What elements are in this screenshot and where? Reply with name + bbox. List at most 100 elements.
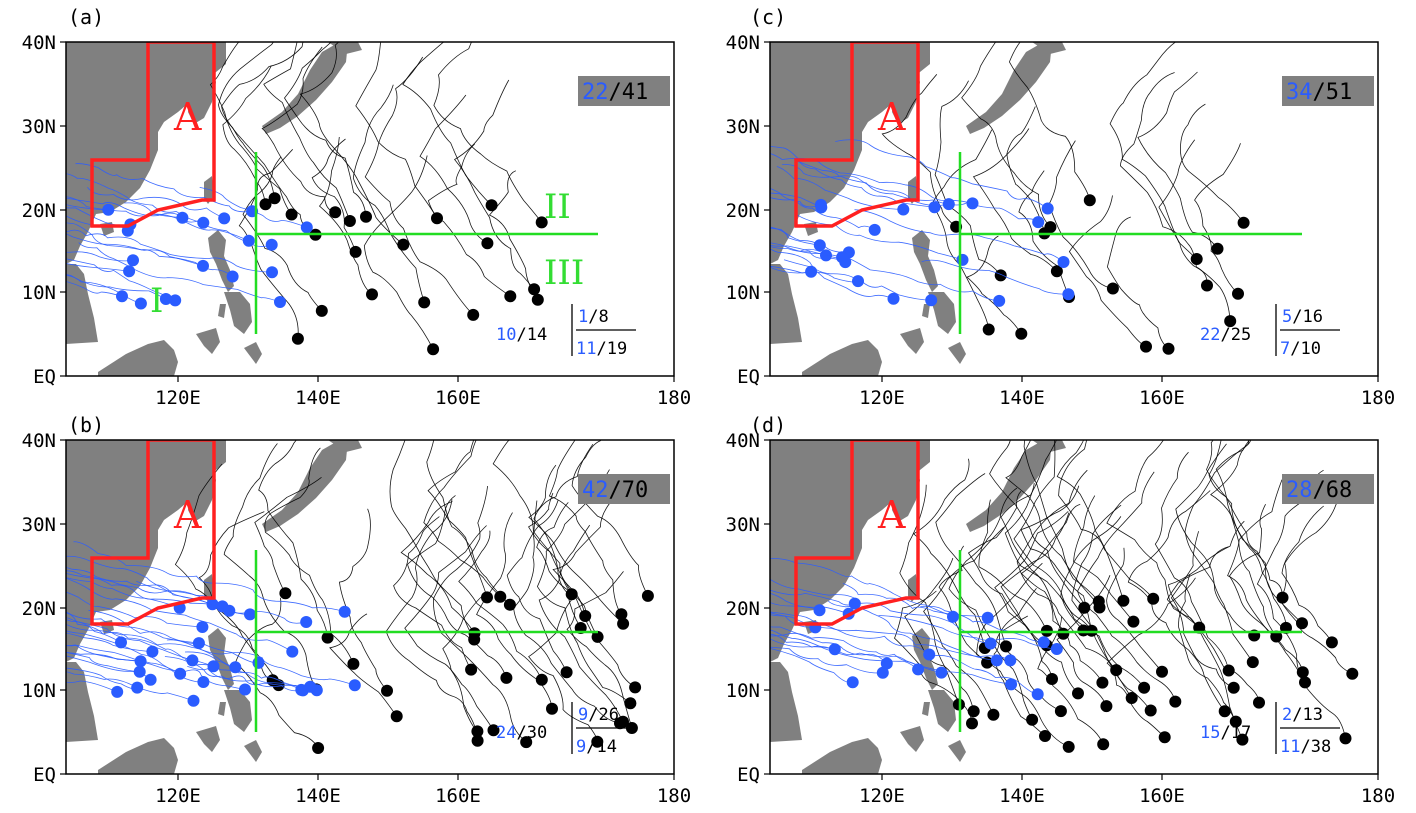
black-genesis-dot xyxy=(494,590,507,603)
blue-genesis-dot xyxy=(146,645,159,658)
black-track xyxy=(552,497,636,688)
black-track xyxy=(311,138,356,253)
blue-track xyxy=(66,222,204,267)
blue-track xyxy=(199,187,307,228)
blue-track xyxy=(770,245,827,256)
black-track xyxy=(1106,547,1163,673)
ratio-bottom-black: /38 xyxy=(1300,737,1331,757)
blue-genesis-dot xyxy=(197,259,209,272)
black-genesis-dot xyxy=(1015,327,1028,340)
blue-genesis-dot xyxy=(852,275,864,288)
black-genesis-dot xyxy=(624,697,637,710)
black-track xyxy=(393,516,472,670)
panel-label: (a) xyxy=(68,5,104,29)
black-genesis-dot xyxy=(471,725,484,738)
blue-track xyxy=(66,591,203,628)
black-genesis-dot xyxy=(1346,667,1359,680)
blue-track xyxy=(66,577,293,652)
black-genesis-dot xyxy=(279,587,292,600)
blue-genesis-dot xyxy=(956,253,969,266)
blue-genesis-dot xyxy=(174,667,187,680)
black-track xyxy=(923,527,1005,715)
black-genesis-dot xyxy=(321,631,334,644)
black-track xyxy=(1068,195,1147,347)
black-genesis-dot xyxy=(617,715,629,728)
black-genesis-dot xyxy=(347,657,360,670)
black-track xyxy=(400,501,475,634)
black-genesis-dot xyxy=(431,212,443,225)
black-track xyxy=(1077,471,1176,702)
black-track xyxy=(476,512,553,709)
blue-genesis-dot xyxy=(169,294,182,307)
black-track xyxy=(419,94,488,244)
black-genesis-dot xyxy=(1276,591,1289,604)
black-genesis-dot xyxy=(418,296,431,309)
black-track xyxy=(404,525,494,731)
black-track xyxy=(1004,482,1084,631)
blue-track xyxy=(770,633,1012,685)
blue-genesis-dot xyxy=(1037,636,1050,649)
lat-tick-label: 40N xyxy=(726,430,760,452)
black-track xyxy=(566,571,633,729)
count-badge-text: 28/68 xyxy=(1286,478,1352,503)
blue-track xyxy=(66,651,140,673)
black-track xyxy=(1058,440,1154,599)
black-track xyxy=(1109,42,1197,260)
black-genesis-dot xyxy=(1296,617,1308,630)
count-sep: / xyxy=(609,478,622,503)
blue-genesis-dot xyxy=(813,604,826,617)
blue-genesis-dot xyxy=(116,290,128,303)
black-genesis-dot xyxy=(1211,242,1224,255)
blue-track xyxy=(66,258,176,301)
black-track xyxy=(488,170,539,300)
black-genesis-dot xyxy=(465,663,478,676)
ratio-bottom-blue: 11 xyxy=(576,339,596,359)
blue-genesis-dot xyxy=(897,203,910,216)
blue-track xyxy=(66,644,181,675)
black-track xyxy=(433,485,527,743)
blue-track xyxy=(770,589,855,606)
lon-tick-label: 120E xyxy=(859,387,905,409)
blue-track xyxy=(770,602,820,611)
black-track xyxy=(264,447,354,665)
region-a-box xyxy=(794,440,920,626)
count-black: 70 xyxy=(622,478,649,503)
black-genesis-dot xyxy=(1144,704,1157,717)
blue-track xyxy=(66,204,109,211)
black-track xyxy=(1106,216,1169,350)
ratio-top: 2/13 xyxy=(1282,705,1323,725)
black-track xyxy=(1005,440,1100,608)
black-genesis-dot xyxy=(520,736,533,749)
panel-label: (b) xyxy=(68,413,104,437)
lon-tick-label: 180 xyxy=(1361,387,1395,409)
black-track xyxy=(513,500,621,724)
black-track xyxy=(1178,573,1237,722)
black-genesis-dot xyxy=(1125,692,1138,704)
lon-tick-label: 160E xyxy=(1139,387,1185,409)
blue-track xyxy=(770,226,849,253)
blue-track xyxy=(66,652,246,690)
black-genesis-dot xyxy=(1227,681,1240,694)
black-genesis-dot xyxy=(1117,594,1130,607)
ratio-left-blue: 10 xyxy=(496,325,516,345)
lon-tick-label: 120E xyxy=(859,785,905,807)
black-genesis-dot xyxy=(1201,279,1213,292)
region-numeral: II xyxy=(544,187,571,227)
lat-tick-label: 30N xyxy=(726,514,760,536)
blue-track xyxy=(66,632,153,652)
black-genesis-dot xyxy=(285,208,298,221)
lon-tick-label: 160E xyxy=(435,785,481,807)
black-track xyxy=(1154,451,1230,671)
ratio-top-black: /13 xyxy=(1292,705,1323,725)
lat-tick-label: 10N xyxy=(726,282,760,304)
count-badge xyxy=(1282,474,1374,504)
lon-tick-label: 180 xyxy=(657,785,691,807)
lon-tick-label: 140E xyxy=(295,785,341,807)
blue-genesis-dot xyxy=(123,265,136,278)
ratio-left-black: /14 xyxy=(516,325,547,345)
black-genesis-dot xyxy=(1190,253,1203,265)
black-genesis-dot xyxy=(427,343,440,356)
blue-genesis-dot xyxy=(820,249,832,262)
black-track xyxy=(299,42,404,245)
